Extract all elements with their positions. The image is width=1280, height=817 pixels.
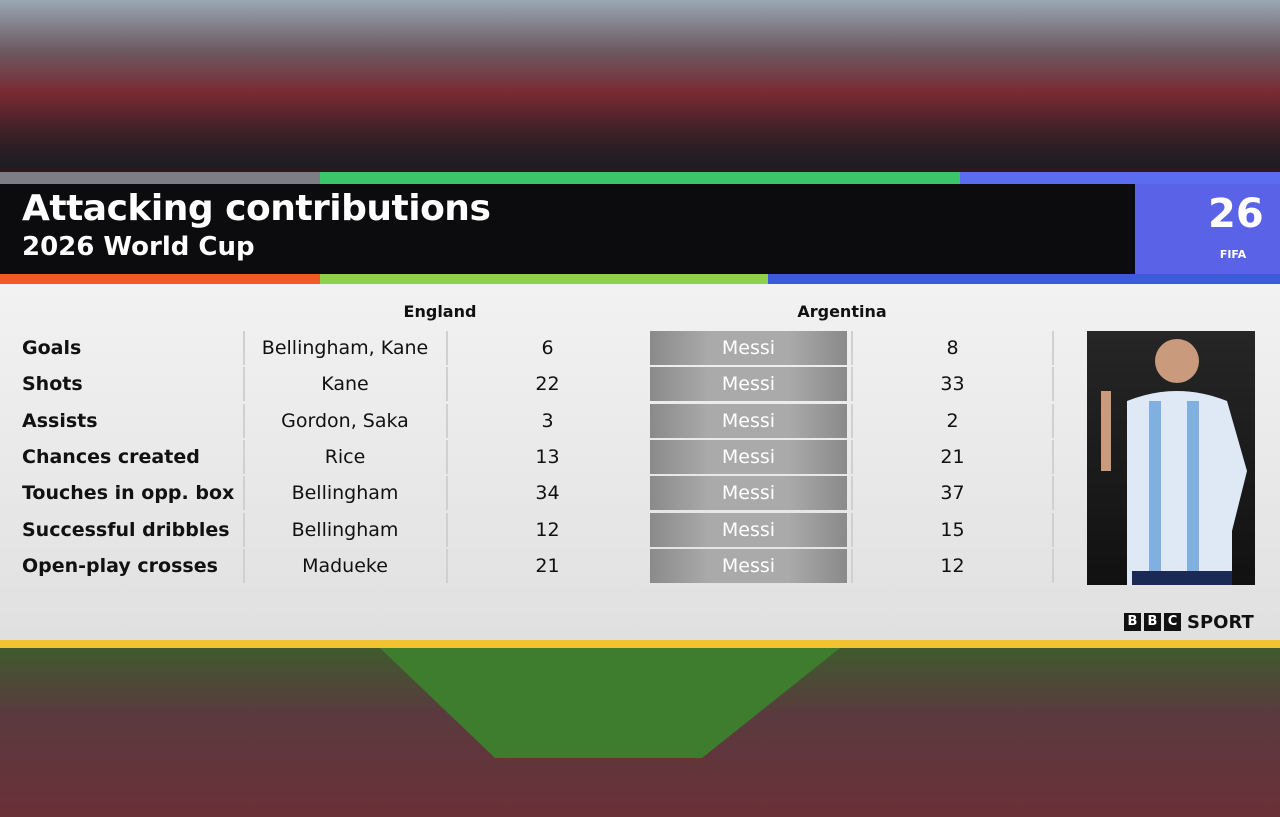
column-header: Argentina — [797, 302, 887, 321]
stat-label: Shots — [22, 373, 83, 396]
header-bar — [0, 184, 1135, 274]
england-player: Madueke — [243, 548, 445, 583]
england-value: 13 — [446, 439, 647, 474]
argentina-value: 8 — [851, 331, 1054, 365]
logo-box — [1135, 184, 1280, 274]
england-value: 34 — [446, 476, 647, 511]
stat-label: Open-play crosses — [22, 554, 218, 577]
argentina-player: Messi — [650, 331, 847, 365]
subtitle: 2026 World Cup — [22, 232, 255, 262]
color-strip — [0, 172, 1280, 184]
argentina-player: Messi — [650, 367, 847, 402]
stat-label: Touches in opp. box — [22, 482, 235, 505]
player-silhouette — [1101, 339, 1247, 585]
argentina-value: 12 — [851, 548, 1054, 583]
argentina-player: Messi — [650, 512, 847, 547]
argentina-value: 15 — [851, 512, 1054, 547]
england-value: 6 — [446, 331, 647, 365]
argentina-player: Messi — [650, 403, 847, 438]
argentina-player: Messi — [650, 548, 847, 583]
stat-label: Assists — [22, 409, 98, 432]
column-header: England — [403, 302, 477, 321]
bbc-sport-logo: B B C SPORT — [1124, 611, 1254, 633]
table-panel — [0, 284, 1280, 640]
england-value: 12 — [446, 512, 647, 547]
england-player: Bellingham, Kane — [243, 331, 445, 365]
england-value: 3 — [446, 403, 647, 438]
argentina-value: 37 — [851, 476, 1054, 511]
argentina-value: 21 — [851, 439, 1054, 474]
argentina-player: Messi — [650, 439, 847, 474]
argentina-value: 33 — [851, 367, 1054, 402]
color-strip — [0, 274, 1280, 284]
sport-text: SPORT — [1187, 611, 1254, 633]
england-player: Gordon, Saka — [243, 403, 445, 438]
title: Attacking contributions — [22, 188, 491, 229]
stat-label: Goals — [22, 337, 82, 359]
player-photo — [1087, 331, 1255, 585]
england-player: Bellingham — [243, 476, 445, 511]
stadium-background — [0, 0, 1280, 168]
bbc-letter: C — [1164, 613, 1181, 631]
argentina-value: 2 — [851, 403, 1054, 438]
stat-label: Chances created — [22, 445, 200, 468]
argentina-player: Messi — [650, 476, 847, 511]
england-value: 22 — [446, 367, 647, 402]
yellow-strip — [0, 640, 1280, 648]
logo-number: 26 — [1208, 191, 1264, 237]
bbc-letter: B — [1144, 613, 1161, 631]
england-player: Rice — [243, 439, 445, 474]
stat-label: Successful dribbles — [22, 518, 230, 541]
england-player: Bellingham — [243, 512, 445, 547]
logo-text: FIFA — [1219, 248, 1247, 261]
bbc-letter: B — [1124, 613, 1141, 631]
england-value: 21 — [446, 548, 647, 583]
england-player: Kane — [243, 367, 445, 402]
